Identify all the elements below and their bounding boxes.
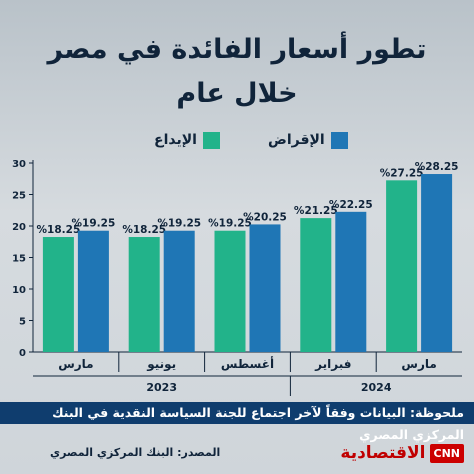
y-tick-label: 10 bbox=[12, 285, 26, 296]
chart-title: تطور أسعار الفائدة في مصر bbox=[47, 34, 427, 65]
legend-label-deposit: الإيداع bbox=[154, 132, 197, 148]
y-tick-label: 25 bbox=[12, 191, 26, 202]
bar bbox=[128, 237, 160, 352]
data-label: %27.25 bbox=[380, 167, 424, 179]
y-tick-label: 15 bbox=[12, 254, 26, 265]
data-label: %28.25 bbox=[415, 161, 459, 173]
year-label: 2023 bbox=[146, 381, 177, 394]
legend-item-deposit: الإيداع bbox=[154, 128, 220, 152]
bar bbox=[214, 230, 246, 352]
x-tick-label: مارس bbox=[58, 357, 93, 371]
x-tick-label: يونيو bbox=[146, 357, 176, 372]
bar bbox=[42, 237, 74, 352]
data-label: %19.25 bbox=[72, 218, 116, 230]
logo-text: الاقتصادية bbox=[340, 443, 426, 463]
legend-item-lending: الإقراض bbox=[268, 128, 348, 152]
bar bbox=[335, 211, 367, 352]
bar bbox=[249, 224, 281, 352]
bar bbox=[77, 230, 109, 352]
data-label: %18.25 bbox=[37, 224, 81, 236]
x-tick-label: أغسطس bbox=[221, 356, 274, 371]
y-tick-label: 20 bbox=[12, 222, 26, 233]
logo-badge: CNN bbox=[429, 443, 464, 463]
legend-label-lending: الإقراض bbox=[268, 132, 325, 148]
data-label: %19.25 bbox=[157, 218, 201, 230]
data-label: %20.25 bbox=[243, 211, 287, 223]
y-tick-label: 5 bbox=[19, 317, 26, 328]
year-label: 2024 bbox=[361, 381, 392, 394]
data-label: %19.25 bbox=[208, 218, 252, 230]
legend-swatch-deposit bbox=[202, 131, 220, 149]
cnn-logo: الاقتصادية CNN bbox=[340, 440, 464, 466]
y-tick-label: 0 bbox=[19, 348, 26, 359]
bar bbox=[386, 180, 418, 352]
source-text: المصدر: البنك المركزي المصري bbox=[50, 446, 221, 459]
x-tick-label: فبراير bbox=[314, 357, 351, 371]
bar bbox=[421, 174, 453, 352]
footnote: ملحوظة: البيانات وفقاً لآخر اجتماع للجنة… bbox=[0, 402, 474, 442]
x-tick-label: مارس bbox=[401, 357, 436, 371]
legend-swatch-lending bbox=[330, 131, 348, 149]
bar bbox=[163, 230, 195, 352]
data-label: %22.25 bbox=[329, 199, 373, 211]
data-label: %21.25 bbox=[294, 205, 338, 217]
chart-subtitle: خلال عام bbox=[176, 78, 298, 109]
y-tick-label: 30 bbox=[12, 159, 26, 170]
legend: الإقراض الإيداع bbox=[0, 128, 474, 152]
data-label: %18.25 bbox=[122, 224, 166, 236]
bar bbox=[300, 218, 332, 352]
